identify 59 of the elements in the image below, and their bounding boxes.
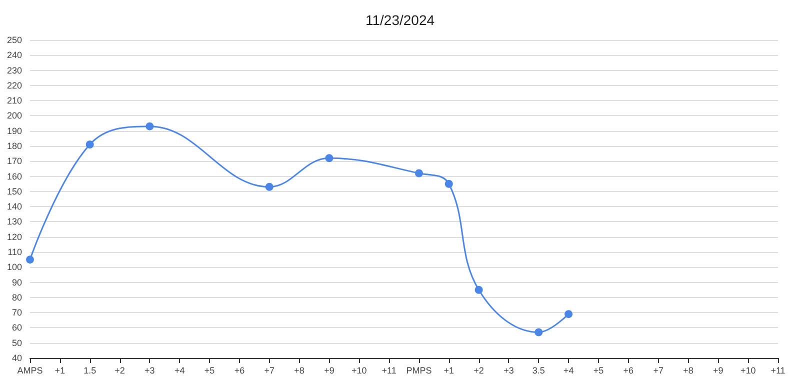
y-tick-label: 230 — [6, 65, 22, 76]
x-tick-label: 3.5 — [532, 366, 545, 376]
x-tick-label: +5 — [593, 366, 604, 376]
x-tick-label: +8 — [683, 366, 694, 376]
x-tick-label: +9 — [324, 366, 334, 376]
x-tick-label: +3 — [504, 366, 514, 376]
y-tick-label: 50 — [12, 338, 22, 348]
x-tick-label: +4 — [563, 366, 574, 376]
x-tick-label: +2 — [114, 366, 125, 376]
y-tick-label: 90 — [12, 277, 22, 288]
x-tick-label: +1 — [444, 366, 454, 376]
x-tick-label: +11 — [382, 366, 396, 376]
x-tick-label: +6 — [623, 366, 634, 376]
y-tick-label: 220 — [6, 80, 22, 90]
x-tick-label: PMPS — [406, 366, 432, 376]
x-tick-label: +7 — [653, 366, 664, 376]
y-tick-label: 200 — [6, 110, 22, 121]
y-tick-label: 60 — [12, 322, 22, 333]
y-tick-label: 160 — [6, 171, 22, 182]
point — [534, 328, 543, 336]
y-tick-label: 70 — [12, 308, 22, 318]
x-tick-label: +6 — [234, 366, 245, 376]
point — [146, 122, 154, 130]
y-tick-label: 190 — [6, 126, 22, 136]
y-tick-label: 130 — [6, 216, 22, 227]
chart-title: 11/23/2024 — [365, 12, 435, 28]
x-tick-label: +9 — [713, 366, 724, 376]
point — [474, 286, 483, 294]
y-tick-label: 250 — [6, 35, 22, 45]
y-tick-label: 100 — [6, 262, 22, 272]
y-tick-label: 180 — [6, 141, 22, 151]
point — [564, 310, 573, 318]
x-tick-label: +11 — [770, 366, 786, 376]
x-tick-label: +8 — [294, 366, 304, 376]
y-tick-label: 240 — [6, 50, 22, 60]
y-tick-label: 80 — [12, 292, 22, 302]
x-tick-label: +7 — [264, 366, 274, 376]
y-tick-label: 120 — [6, 232, 22, 242]
point — [26, 256, 34, 264]
x-tick-label: +3 — [144, 366, 155, 376]
x-tick-label: +10 — [351, 366, 367, 376]
y-tick-label: 170 — [6, 156, 22, 166]
x-tick-label: +1 — [54, 366, 66, 376]
x-tick-label: +10 — [740, 366, 756, 376]
y-tick-label: 210 — [6, 96, 22, 106]
y-tick-label: 40 — [12, 353, 22, 363]
x-tick-label: +4 — [174, 366, 185, 376]
y-tick-label: 110 — [8, 247, 22, 257]
point — [414, 169, 423, 178]
x-tick-label: +5 — [204, 366, 215, 376]
x-tick-label: AMPS — [17, 366, 43, 376]
y-tick-label: 140 — [6, 202, 22, 212]
point — [444, 180, 453, 188]
x-tick-label: 1.5 — [84, 366, 96, 376]
point — [325, 154, 334, 162]
x-tick-label: +2 — [474, 366, 484, 376]
y-tick-label: 150 — [6, 186, 22, 196]
point — [86, 140, 94, 148]
point — [265, 182, 274, 191]
